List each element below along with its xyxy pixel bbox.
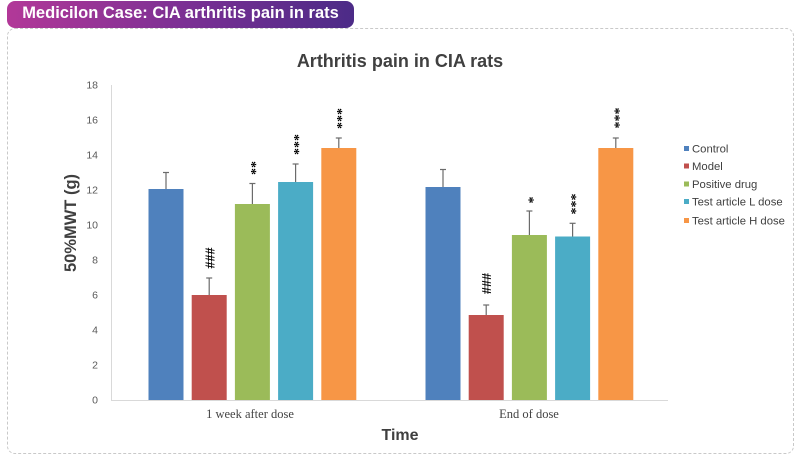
svg-text:Arthritis pain in CIA rats: Arthritis pain in CIA rats xyxy=(297,51,503,71)
svg-text:Model: Model xyxy=(692,161,723,173)
svg-text:End of dose: End of dose xyxy=(499,407,559,421)
svg-text:**: ** xyxy=(249,161,264,175)
svg-text:18: 18 xyxy=(86,80,98,92)
svg-text:8: 8 xyxy=(92,255,98,267)
svg-text:###: ### xyxy=(204,248,219,269)
svg-text:6: 6 xyxy=(92,290,98,302)
svg-text:Test article L dose: Test article L dose xyxy=(692,197,783,209)
svg-text:***: *** xyxy=(569,194,584,215)
svg-text:4: 4 xyxy=(92,325,98,337)
svg-text:***: *** xyxy=(335,108,350,129)
svg-text:50%MWT (g): 50%MWT (g) xyxy=(62,174,80,272)
svg-text:###: ### xyxy=(480,273,495,294)
svg-text:2: 2 xyxy=(92,360,98,372)
svg-text:***: *** xyxy=(612,108,627,129)
svg-text:***: *** xyxy=(292,134,307,155)
svg-text:10: 10 xyxy=(86,220,98,232)
svg-text:Time: Time xyxy=(381,427,418,444)
svg-text:Test article H dose: Test article H dose xyxy=(692,216,785,228)
svg-text:Positive drug: Positive drug xyxy=(692,179,757,191)
svg-text:12: 12 xyxy=(86,185,98,197)
svg-text:Control: Control xyxy=(692,144,728,156)
svg-text:0: 0 xyxy=(92,395,98,407)
svg-text:14: 14 xyxy=(86,150,98,162)
svg-text:1 week after dose: 1 week after dose xyxy=(206,407,294,421)
svg-text:16: 16 xyxy=(86,115,98,127)
svg-text:*: * xyxy=(526,197,541,204)
